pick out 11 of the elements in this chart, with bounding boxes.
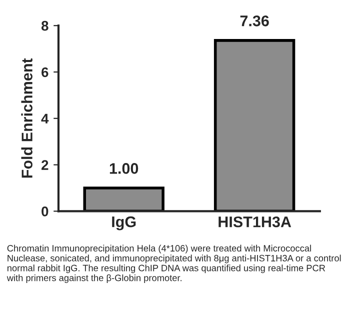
y-tick-label: 8 xyxy=(41,20,48,31)
y-tick-label: 4 xyxy=(41,114,49,124)
y-tick-label: 0 xyxy=(42,206,48,216)
x-tick-label: IgG xyxy=(112,216,136,230)
data-label: 1.00 xyxy=(110,163,138,174)
text: Chromatin Immunoprecipitation Hela (4*106) were treated with Micrococcal Nuclease, sonicated, and immunoprecipitated with 8μg anti-HIST1H3A or a control normal rabbit IgG. The resulting ChIP DNA was quantified using real-time PCR with primers against the β-Globin promoter. xyxy=(6,244,341,283)
data-label: 7.36 xyxy=(240,16,269,26)
y-axis-title: Fold Enrichment xyxy=(21,58,32,178)
y-tick-label: 6 xyxy=(42,67,48,78)
x-tick-label: HIST1H3A xyxy=(218,216,292,228)
y-tick-label: 2 xyxy=(42,160,48,170)
